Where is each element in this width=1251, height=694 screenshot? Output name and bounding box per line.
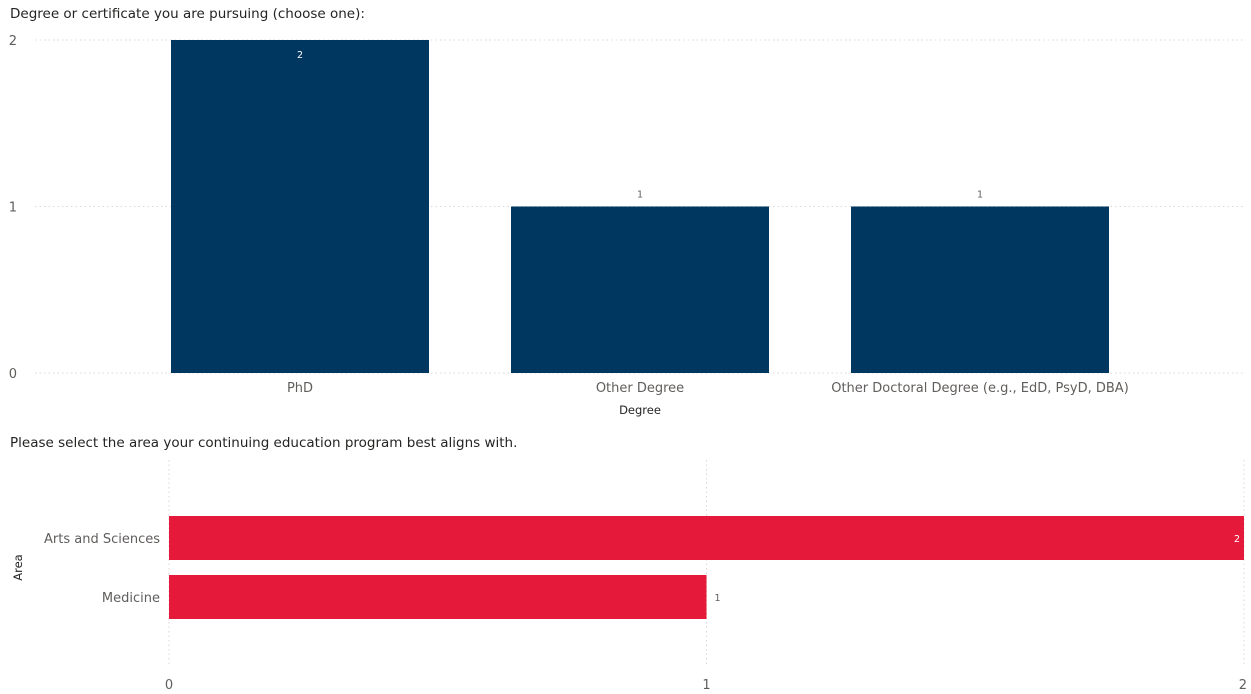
data-label: 2	[1234, 534, 1240, 545]
data-label: 1	[715, 593, 721, 604]
bar-2	[169, 575, 707, 619]
x-tick-label: 1	[702, 678, 710, 693]
y-tick-label: Arts and Sciences	[44, 532, 160, 547]
x-tick-label: Other Degree	[596, 381, 684, 396]
y-axis-title: Area	[11, 554, 25, 580]
degree-chart-title: Degree or certificate you are pursuing (…	[10, 6, 365, 22]
degree-chart-visual: Degree or certificate you are pursuing (…	[9, 6, 1245, 417]
y-tick-label: 2	[9, 34, 17, 49]
x-tick-label: 0	[165, 678, 173, 693]
data-label: 2	[297, 50, 303, 61]
bar-1	[169, 516, 1244, 560]
y-tick-label: 0	[9, 367, 17, 382]
area-bar-chart: 0 1 2 Arts and Sciences 2 Medicine 1 Area	[11, 460, 1247, 693]
bar-1	[171, 40, 429, 373]
data-label: 1	[977, 190, 983, 201]
area-chart-visual: Please select the area your continuing e…	[0, 432, 1251, 694]
y-tick-label: Medicine	[102, 591, 160, 606]
degree-bar-chart: 0 1 2 2 PhD 1 Other Degree 1 Other Doctoral Degr…	[9, 34, 1245, 417]
bar-2	[511, 206, 769, 373]
data-label: 1	[637, 190, 643, 201]
x-tick-label: PhD	[287, 381, 313, 396]
area-chart-title: Please select the area your continuing e…	[10, 435, 518, 451]
x-tick-label: Other Doctoral Degree (e.g., EdD, PsyD, …	[831, 381, 1129, 396]
bar-3	[851, 206, 1109, 373]
x-axis-title: Degree	[619, 403, 661, 417]
y-tick-label: 1	[9, 201, 17, 216]
x-tick-label: 2	[1239, 678, 1247, 693]
